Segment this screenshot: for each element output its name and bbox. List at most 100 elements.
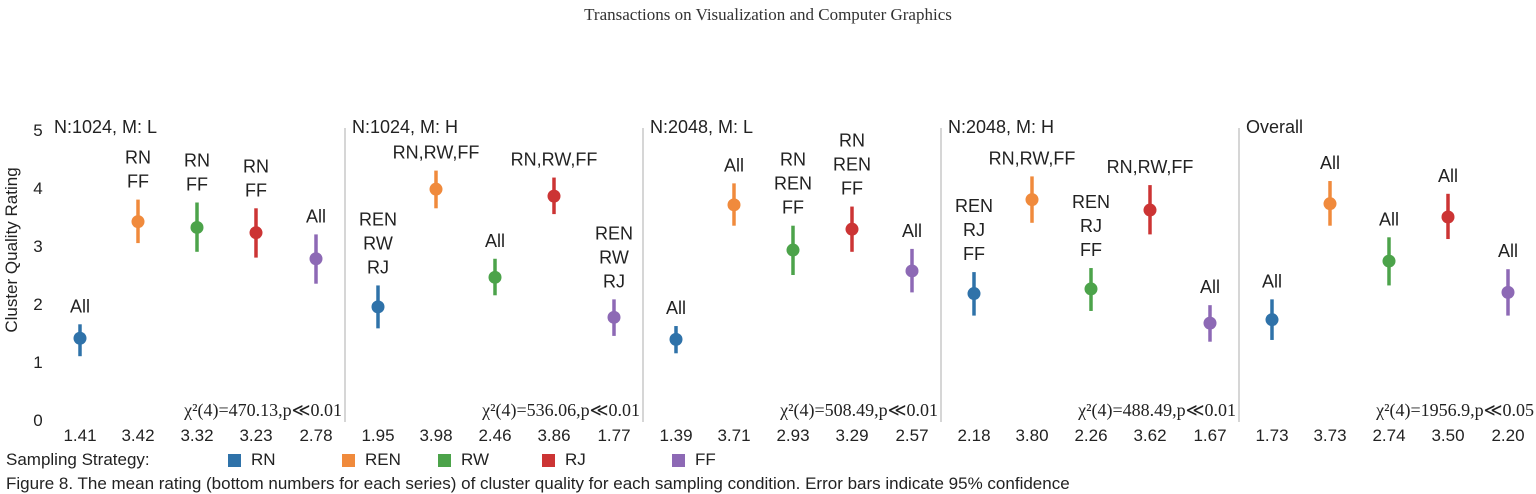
- significance-label: REN: [359, 209, 397, 229]
- legend-swatch: [438, 453, 451, 467]
- panel-stat: χ²(4)=1956.9,p≪0.05: [1375, 400, 1534, 421]
- mean-point: [1323, 197, 1337, 211]
- panel-stat: χ²(4)=508.49,p≪0.01: [779, 400, 938, 421]
- significance-label: RN: [780, 150, 806, 170]
- mean-value-label: 3.29: [835, 426, 868, 445]
- mean-value-label: 3.62: [1133, 426, 1166, 445]
- y-tick-label: 2: [33, 295, 42, 314]
- panel-stat: χ²(4)=470.13,p≪0.01: [183, 400, 342, 421]
- significance-label: REN: [833, 155, 871, 175]
- significance-label: RJ: [367, 257, 389, 277]
- significance-label: FF: [1080, 240, 1102, 260]
- y-tick-label: 0: [33, 411, 42, 430]
- significance-label: All: [1379, 209, 1399, 229]
- significance-label: All: [306, 206, 326, 226]
- significance-label: All: [666, 298, 686, 318]
- significance-label: RN: [125, 148, 151, 168]
- legend-label: RN: [251, 450, 276, 469]
- significance-label: RN,RW,FF: [511, 150, 598, 170]
- y-tick-label: 5: [33, 121, 42, 140]
- mean-value-label: 3.73: [1313, 426, 1346, 445]
- legend-swatch: [342, 453, 355, 467]
- legend-swatch: [542, 453, 555, 467]
- mean-point: [905, 264, 919, 278]
- significance-label: All: [70, 296, 90, 316]
- mean-point: [1441, 210, 1455, 224]
- legend-label: FF: [695, 450, 716, 469]
- significance-label: FF: [841, 179, 863, 199]
- significance-label: RN,RW,FF: [989, 148, 1076, 168]
- legend-title: Sampling Strategy:: [6, 450, 150, 469]
- mean-value-label: 1.73: [1255, 426, 1288, 445]
- mean-value-label: 1.67: [1193, 426, 1226, 445]
- significance-label: All: [1438, 166, 1458, 186]
- significance-label: RN,RW,FF: [1107, 157, 1194, 177]
- significance-label: REN: [595, 223, 633, 243]
- mean-point: [190, 220, 204, 234]
- legend-item: RN: [228, 450, 276, 470]
- significance-label: All: [485, 231, 505, 251]
- mean-value-label: 3.23: [239, 426, 272, 445]
- y-tick-label: 1: [33, 353, 42, 372]
- legend-item: RW: [438, 450, 489, 470]
- mean-value-label: 3.42: [121, 426, 154, 445]
- mean-value-label: 3.86: [537, 426, 570, 445]
- significance-label: All: [724, 155, 744, 175]
- panel-title: N:1024, M: H: [352, 117, 458, 137]
- panel-stat: χ²(4)=536.06,p≪0.01: [481, 400, 640, 421]
- legend-label: REN: [365, 450, 401, 469]
- mean-point: [1501, 285, 1515, 299]
- mean-value-label: 1.39: [659, 426, 692, 445]
- significance-label: RJ: [963, 220, 985, 240]
- mean-value-label: 3.71: [717, 426, 750, 445]
- mean-value-label: 1.95: [361, 426, 394, 445]
- mean-point: [131, 215, 145, 229]
- significance-label: RJ: [1080, 216, 1102, 236]
- mean-value-label: 2.57: [895, 426, 928, 445]
- significance-label: RW: [599, 247, 629, 267]
- mean-value-label: 1.41: [63, 426, 96, 445]
- significance-label: All: [1320, 153, 1340, 173]
- mean-point: [845, 222, 859, 236]
- significance-label: REN: [774, 174, 812, 194]
- significance-label: FF: [186, 175, 208, 195]
- significance-label: RN: [184, 151, 210, 171]
- mean-point: [1382, 254, 1396, 268]
- legend: Sampling Strategy: RN REN RW RJ FF: [6, 450, 1006, 472]
- significance-label: All: [1498, 241, 1518, 261]
- y-tick-label: 3: [33, 237, 42, 256]
- mean-point: [1265, 313, 1279, 327]
- mean-point: [967, 287, 981, 301]
- mean-value-label: 2.93: [776, 426, 809, 445]
- mean-point: [1203, 316, 1217, 330]
- mean-point: [786, 243, 800, 257]
- significance-label: FF: [245, 180, 267, 200]
- mean-value-label: 3.50: [1431, 426, 1464, 445]
- significance-label: REN: [955, 196, 993, 216]
- mean-point: [429, 182, 443, 196]
- panel-stat: χ²(4)=488.49,p≪0.01: [1077, 400, 1236, 421]
- significance-label: REN: [1072, 192, 1110, 212]
- significance-label: RN: [839, 131, 865, 151]
- significance-label: FF: [127, 172, 149, 192]
- significance-label: RN,RW,FF: [393, 143, 480, 163]
- legend-item: FF: [672, 450, 716, 470]
- mean-point: [249, 226, 263, 240]
- mean-point: [73, 331, 87, 345]
- mean-point: [1084, 282, 1098, 296]
- mean-value-label: 2.78: [299, 426, 332, 445]
- mean-point: [371, 300, 385, 314]
- significance-label: FF: [963, 244, 985, 264]
- mean-value-label: 2.20: [1491, 426, 1524, 445]
- mean-value-label: 2.26: [1074, 426, 1107, 445]
- significance-label: RJ: [603, 271, 625, 291]
- legend-item: REN: [342, 450, 401, 470]
- legend-swatch: [228, 453, 241, 467]
- mean-point: [1143, 203, 1157, 217]
- legend-item: RJ: [542, 450, 586, 470]
- significance-label: FF: [782, 198, 804, 218]
- mean-value-label: 2.18: [957, 426, 990, 445]
- figure-caption: Figure 8. The mean rating (bottom number…: [6, 474, 1070, 493]
- y-axis-label: Cluster Quality Rating: [2, 167, 21, 332]
